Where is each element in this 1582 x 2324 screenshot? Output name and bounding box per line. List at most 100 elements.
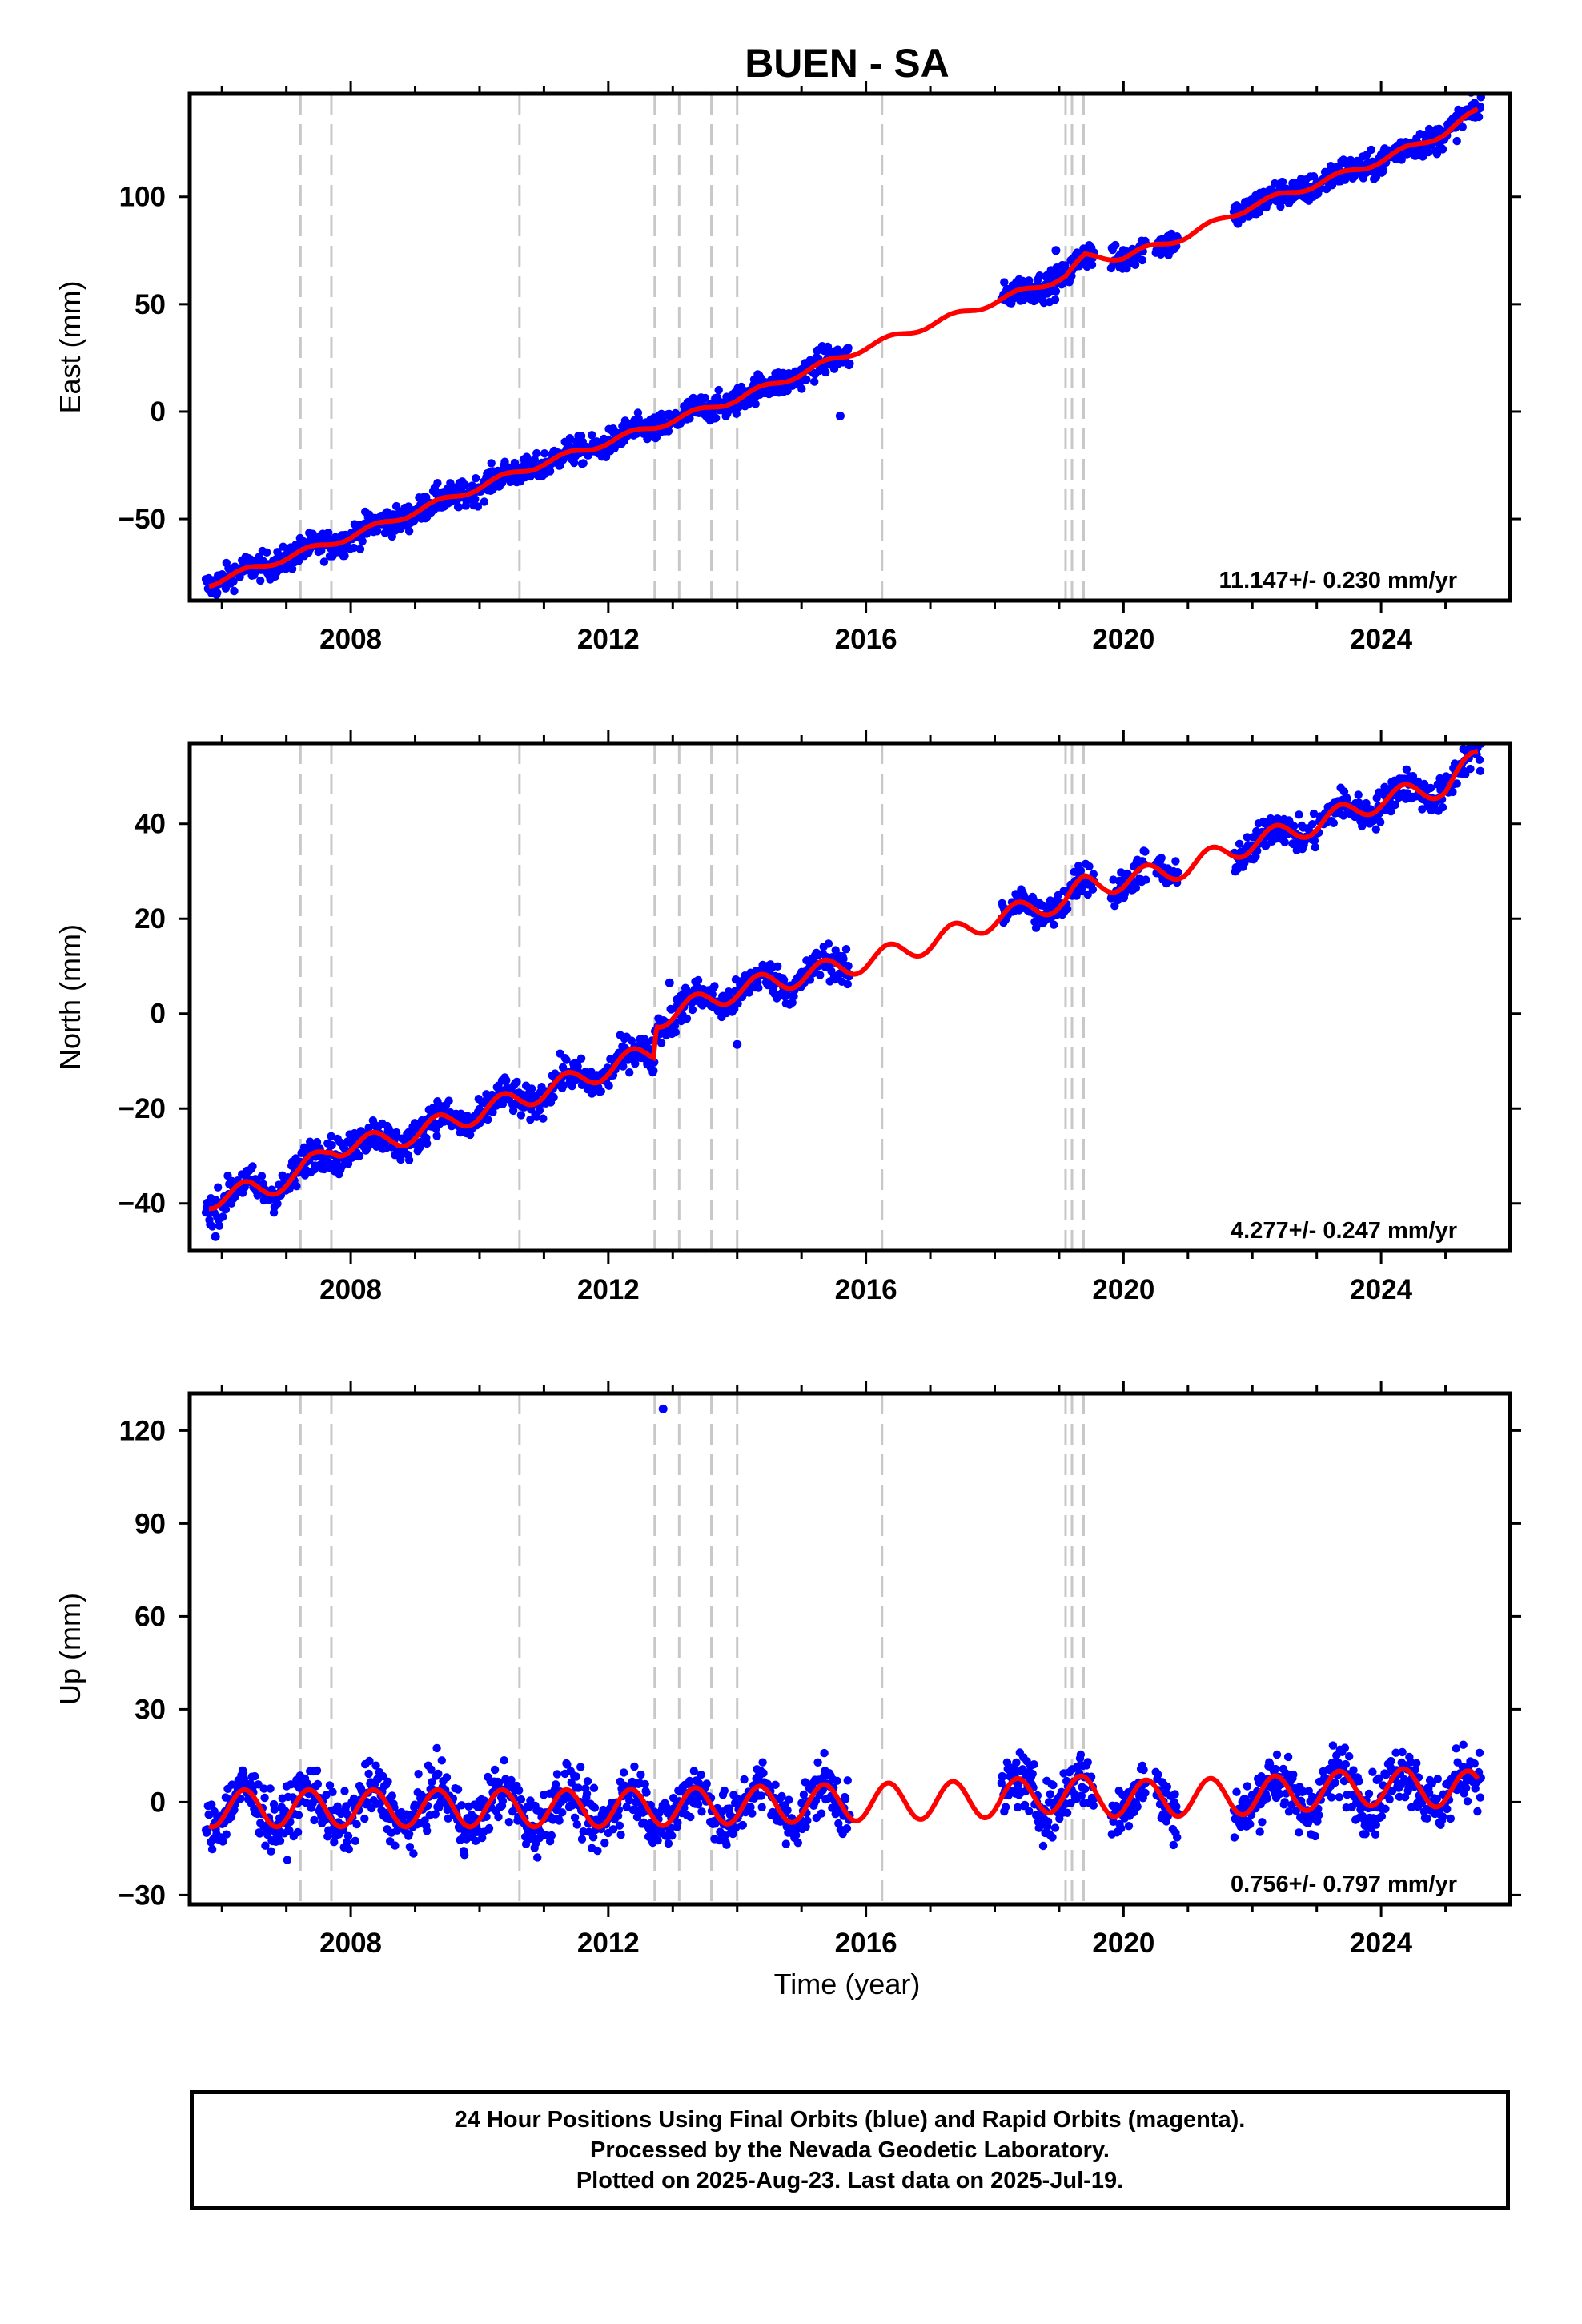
- data-point: [710, 982, 719, 991]
- data-point: [640, 1035, 648, 1043]
- data-point: [1355, 1777, 1363, 1786]
- data-point: [1397, 155, 1406, 164]
- data-point: [273, 1199, 282, 1208]
- data-point: [1048, 1833, 1057, 1842]
- data-point: [1340, 1743, 1350, 1752]
- data-point: [219, 1212, 227, 1221]
- data-point: [1335, 1793, 1344, 1802]
- data-point: [473, 502, 483, 511]
- data-point: [484, 1823, 494, 1833]
- data-point: [1035, 271, 1044, 280]
- data-point: [688, 1005, 697, 1015]
- data-point: [1391, 1748, 1400, 1757]
- data-point: [263, 1830, 272, 1839]
- caption-box: 24 Hour Positions Using Final Orbits (bl…: [190, 2090, 1510, 2210]
- data-point: [712, 413, 721, 423]
- data-point: [803, 1816, 812, 1825]
- outlier-point: [835, 411, 845, 420]
- data-point: [689, 1767, 698, 1775]
- data-point: [1398, 1747, 1407, 1757]
- data-point: [670, 1021, 680, 1031]
- x-tick-label: 2008: [319, 1274, 382, 1305]
- data-point: [1402, 765, 1411, 774]
- data-point: [327, 1140, 336, 1150]
- data-point: [251, 1771, 259, 1781]
- data-point: [562, 1055, 571, 1064]
- data-point: [327, 1132, 335, 1141]
- y-tick-label: −20: [118, 1093, 166, 1124]
- data-point: [702, 1779, 711, 1788]
- data-point: [823, 342, 833, 352]
- data-point: [588, 1833, 598, 1842]
- data-point: [432, 1132, 441, 1140]
- data-point: [1385, 1795, 1394, 1804]
- model-curve-up: [207, 1766, 1480, 1830]
- data-point: [724, 987, 733, 996]
- data-point: [488, 1108, 497, 1116]
- data-point: [266, 1784, 275, 1793]
- data-point: [799, 1790, 809, 1799]
- data-point: [640, 1779, 649, 1789]
- data-point: [1028, 1769, 1037, 1779]
- model-curve-east: [208, 107, 1480, 589]
- data-point: [545, 467, 555, 476]
- data-point: [656, 1039, 666, 1047]
- data-point: [1276, 202, 1285, 211]
- data-point: [281, 1807, 290, 1815]
- data-point: [1131, 883, 1141, 892]
- data-point: [701, 393, 710, 403]
- data-point: [1475, 1748, 1484, 1757]
- data-point: [1284, 1807, 1294, 1816]
- data-point: [444, 1096, 453, 1105]
- x-tick-label: 2008: [319, 624, 382, 655]
- data-point: [239, 1775, 249, 1783]
- data-point: [1295, 810, 1303, 819]
- data-point: [758, 1758, 767, 1767]
- data-point: [1171, 857, 1180, 866]
- data-point: [1051, 287, 1061, 296]
- data-point: [572, 1772, 581, 1781]
- data-point: [207, 1800, 216, 1809]
- data-point: [1328, 1741, 1338, 1750]
- data-point: [498, 1796, 508, 1806]
- data-point: [549, 1092, 558, 1102]
- data-point: [841, 945, 851, 954]
- data-point: [1230, 1833, 1239, 1842]
- data-point: [588, 431, 596, 440]
- data-point: [1354, 790, 1363, 799]
- panel-up: 120 90 60 30 0 −30 2008 2012 2016 2020 2024 Up (mm)…: [54, 1381, 1521, 1959]
- chart-title: BUEN - SA: [745, 41, 950, 86]
- data-point: [387, 1791, 396, 1800]
- outlier-point: [211, 1232, 220, 1241]
- data-point: [1289, 1770, 1298, 1779]
- data-point: [1407, 1803, 1416, 1811]
- data-point: [783, 1806, 792, 1815]
- data-point: [738, 1820, 747, 1830]
- data-point: [565, 434, 575, 443]
- data-point: [294, 1811, 303, 1819]
- data-point: [653, 1836, 662, 1845]
- x-tick-label: 2020: [1092, 1274, 1154, 1305]
- data-point: [1025, 276, 1034, 285]
- data-point: [1304, 1787, 1314, 1795]
- y-tick-label: 50: [135, 289, 166, 320]
- data-point: [725, 1804, 734, 1813]
- caption-line-1: 24 Hour Positions Using Final Orbits (bl…: [454, 2107, 1246, 2133]
- data-point: [1368, 1767, 1377, 1776]
- data-point: [1309, 809, 1319, 818]
- data-point: [404, 1128, 413, 1137]
- x-axis-label: Time (year): [774, 1968, 921, 2000]
- data-point: [259, 1784, 268, 1793]
- data-point: [324, 529, 333, 537]
- data-point: [261, 1841, 270, 1850]
- data-point: [404, 527, 414, 536]
- data-point: [1124, 1822, 1134, 1831]
- data-point: [500, 1756, 508, 1765]
- outlier-point: [665, 978, 674, 987]
- y-tick-label: 120: [119, 1415, 166, 1446]
- data-point: [1438, 145, 1447, 154]
- data-point: [697, 1807, 706, 1816]
- data-point: [405, 1843, 415, 1852]
- outlier-point: [733, 1039, 742, 1049]
- data-point: [515, 1786, 524, 1795]
